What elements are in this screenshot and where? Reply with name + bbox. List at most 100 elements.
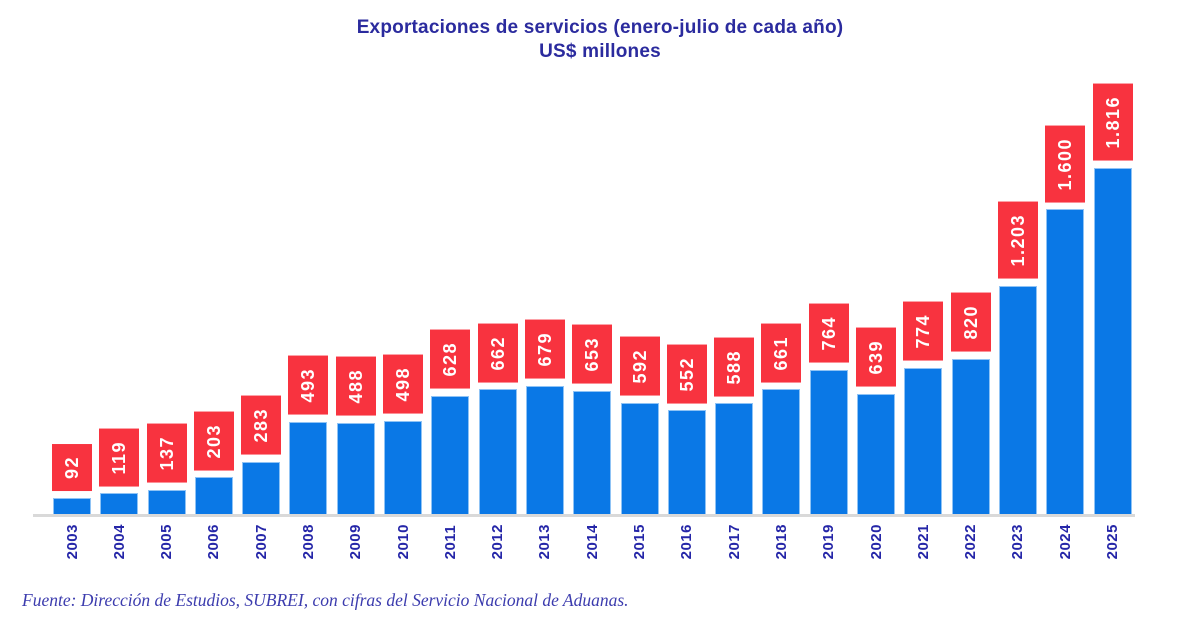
- x-tick-label: 2008: [299, 524, 317, 560]
- bar-2006: [194, 477, 233, 516]
- bar-2003: [53, 498, 91, 516]
- x-tick-2021: 2021: [904, 524, 942, 559]
- bar-column-2013: 679: [524, 320, 565, 516]
- bar-2017: [715, 403, 754, 516]
- x-tick-2008: 2008: [289, 524, 327, 559]
- bar-column-2019: 764: [808, 304, 849, 516]
- x-tick-label: 2023: [1009, 524, 1027, 560]
- value-label: 552: [666, 344, 707, 404]
- chart-title-line1: Exportaciones de servicios (enero-julio …: [356, 17, 844, 38]
- x-tick-label: 2017: [725, 524, 743, 560]
- x-tick-2017: 2017: [715, 524, 753, 559]
- bar-column-2010: 498: [383, 355, 424, 516]
- x-tick-label: 2003: [63, 524, 81, 560]
- value-label: 493: [288, 355, 329, 415]
- x-tick-label: 2021: [914, 524, 932, 560]
- bar-2023: [998, 285, 1037, 516]
- x-tick-2009: 2009: [337, 524, 375, 559]
- x-tick-label: 2020: [867, 524, 885, 560]
- x-tick-label: 2004: [110, 524, 128, 560]
- x-tick-label: 2005: [158, 524, 176, 560]
- value-label: 653: [572, 325, 613, 384]
- bar-2008: [289, 421, 328, 516]
- value-label: 679: [524, 320, 565, 379]
- x-tick-label: 2025: [1104, 524, 1122, 560]
- x-tick-label: 2018: [772, 524, 790, 560]
- value-label: 119: [99, 428, 140, 487]
- bar-2016: [667, 410, 706, 516]
- x-tick-2024: 2024: [1046, 524, 1084, 559]
- value-label: 498: [383, 355, 424, 414]
- x-tick-label: 2012: [489, 524, 507, 560]
- bar-2025: [1093, 168, 1132, 516]
- bar-2024: [1046, 209, 1085, 516]
- x-tick-2004: 2004: [100, 524, 138, 559]
- bar-column-2016: 552: [666, 344, 707, 516]
- bar-column-2020: 639: [856, 327, 897, 516]
- bar-2009: [336, 422, 375, 516]
- x-tick-2022: 2022: [952, 524, 990, 559]
- bar-column-2007: 283: [241, 396, 282, 516]
- x-tick-2005: 2005: [148, 524, 186, 559]
- x-tick-2018: 2018: [762, 524, 800, 559]
- value-label: 764: [808, 304, 849, 363]
- value-label: 662: [477, 323, 518, 383]
- x-tick-label: 2014: [583, 524, 601, 560]
- bar-2011: [431, 395, 470, 516]
- bar-2013: [525, 385, 564, 516]
- x-tick-2025: 2025: [1094, 524, 1132, 559]
- bar-column-2025: 1.816: [1092, 84, 1133, 516]
- value-label: 628: [430, 330, 471, 389]
- bar-column-2009: 488: [335, 356, 376, 516]
- x-tick-2012: 2012: [479, 524, 517, 559]
- x-tick-label: 2009: [347, 524, 365, 560]
- value-label: 774: [903, 302, 944, 361]
- bar-2018: [762, 389, 801, 516]
- value-label: 639: [856, 327, 897, 387]
- bar-column-2004: 119: [99, 428, 140, 516]
- x-tick-2020: 2020: [857, 524, 895, 559]
- bar-column-2024: 1.600: [1045, 125, 1086, 516]
- bar-column-2015: 592: [619, 337, 660, 516]
- x-tick-label: 2010: [394, 524, 412, 560]
- x-tick-2007: 2007: [242, 524, 280, 559]
- bar-column-2021: 774: [903, 302, 944, 516]
- bar-column-2023: 1.203: [997, 201, 1038, 516]
- x-tick-2010: 2010: [384, 524, 422, 559]
- value-label: 1.203: [997, 201, 1038, 279]
- bar-2019: [809, 369, 848, 516]
- x-tick-label: 2024: [1056, 524, 1074, 560]
- bar-column-2018: 661: [761, 323, 802, 516]
- bar-column-2006: 203: [193, 411, 234, 516]
- x-tick-label: 2022: [962, 524, 980, 560]
- bar-2022: [951, 358, 990, 516]
- value-label: 92: [52, 444, 92, 492]
- x-tick-2013: 2013: [526, 524, 564, 559]
- x-tick-2016: 2016: [668, 524, 706, 559]
- bar-2021: [904, 367, 943, 516]
- x-axis-line: [33, 514, 1135, 517]
- bar-2007: [242, 461, 281, 516]
- x-tick-label: 2011: [441, 524, 459, 560]
- chart-title: Exportaciones de servicios (enero-julio …: [0, 0, 1200, 64]
- bar-column-2005: 137: [146, 424, 187, 516]
- source-note: Fuente: Dirección de Estudios, SUBREI, c…: [22, 590, 629, 610]
- value-label: 488: [335, 356, 376, 416]
- value-label: 1.600: [1045, 125, 1086, 203]
- x-tick-2006: 2006: [195, 524, 233, 559]
- bar-2015: [620, 402, 659, 516]
- bar-2004: [100, 493, 139, 516]
- x-tick-2019: 2019: [810, 524, 848, 559]
- bar-2014: [573, 390, 612, 516]
- x-tick-label: 2016: [678, 524, 696, 560]
- value-label: 283: [241, 396, 282, 455]
- bar-column-2022: 820: [950, 293, 991, 516]
- x-tick-label: 2019: [820, 524, 838, 560]
- x-tick-2014: 2014: [573, 524, 611, 559]
- x-tick-2003: 2003: [53, 524, 91, 559]
- x-tick-label: 2013: [536, 524, 554, 560]
- value-label: 137: [146, 424, 187, 483]
- x-tick-2011: 2011: [431, 524, 469, 560]
- bar-2005: [147, 489, 186, 516]
